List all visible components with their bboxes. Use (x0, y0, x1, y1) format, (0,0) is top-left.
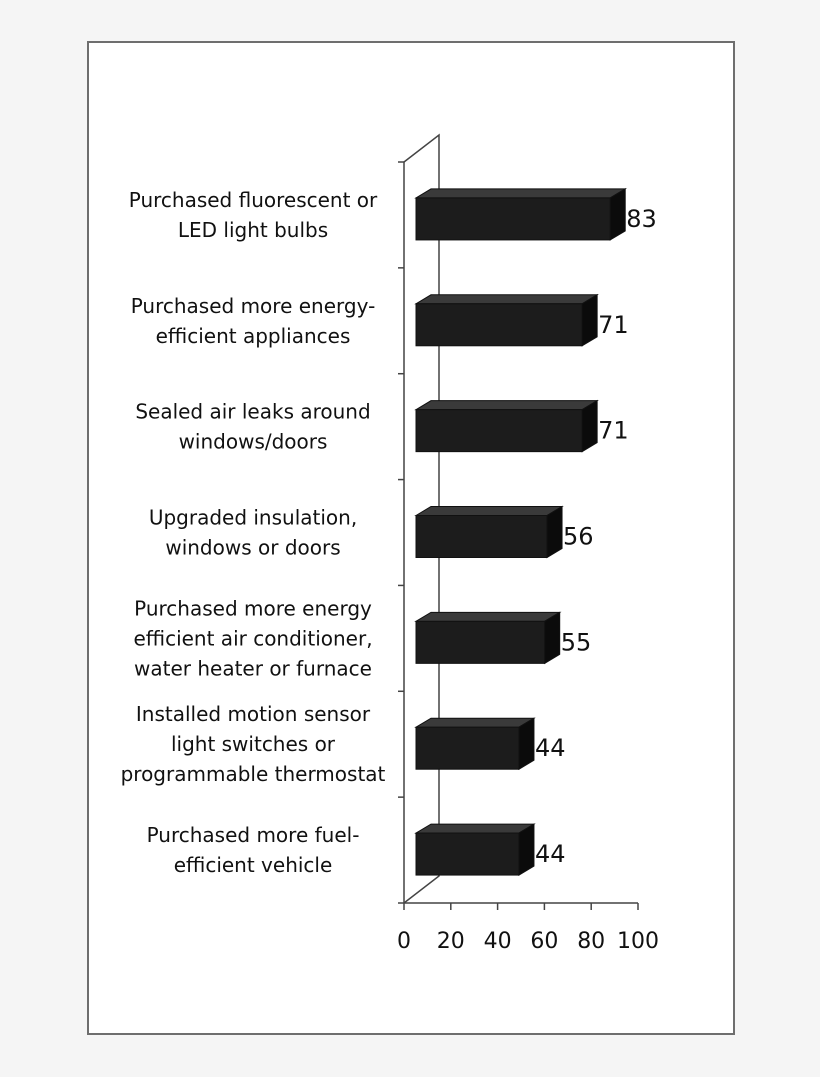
wall-outline (403, 133, 440, 904)
bars (414, 188, 628, 876)
category-label-line: windows/doors (179, 430, 328, 454)
bar-top-face (414, 611, 562, 622)
data-label: 56 (563, 523, 594, 551)
category-label-line: efficient vehicle (174, 853, 333, 877)
x-tick-label: 0 (397, 929, 411, 954)
bar-top-face (414, 823, 536, 834)
category-label-line: programmable thermostat (121, 762, 386, 786)
x-tick-label: 80 (577, 929, 605, 954)
x-tick-label: 40 (484, 929, 512, 954)
bar (415, 620, 546, 664)
bar-side-face (581, 399, 598, 453)
bar-side-face (581, 293, 598, 347)
axes (398, 133, 639, 910)
category-label-line: Installed motion sensor (136, 702, 371, 726)
x-tick-label: 60 (530, 929, 558, 954)
category-label-line: efficient air conditioner, (133, 626, 372, 650)
category-labels: Purchased fluorescent or LED light bulbsP… (121, 188, 386, 877)
category-label-line: light switches or (171, 732, 336, 756)
category-label-line: Purchased fluorescent or (129, 188, 378, 212)
bar-top-face (414, 400, 599, 411)
bar-side-face (518, 717, 535, 771)
chart-frame (87, 41, 735, 1035)
category-label-line: Purchased more energy- (131, 294, 376, 318)
category-label: Purchased more energy-efficient applianc… (131, 294, 376, 348)
bar (415, 409, 583, 453)
category-label-line: windows or doors (165, 536, 340, 560)
bar (415, 197, 611, 241)
bar-top-face (414, 294, 599, 305)
bar-top-face (414, 506, 564, 516)
category-label: Installed motion sensor light switches or… (121, 702, 386, 786)
bar-side-face (544, 611, 561, 665)
x-tick-label: 20 (437, 929, 465, 954)
data-label: 55 (561, 628, 592, 656)
bar-side-face (609, 188, 626, 241)
bar-side-face (546, 505, 563, 559)
category-label-line: water heater or furnace (134, 656, 372, 680)
category-label: Sealed air leaks around windows/doors (135, 400, 370, 454)
category-label: Purchased more fuel-efficient vehicle (147, 823, 360, 877)
category-label: Purchased more energy efficient air condi… (133, 596, 372, 680)
bar-side-face (518, 823, 535, 876)
category-label-line: Purchased more fuel- (147, 823, 360, 847)
data-label: 44 (535, 734, 566, 762)
category-label-line: Sealed air leaks around (135, 400, 370, 424)
x-tick-labels: 0 20 40 60 80 100 (397, 929, 659, 954)
data-labels: 83 71 71 56 55 44 44 (535, 205, 657, 868)
bar (415, 303, 583, 347)
data-label: 44 (535, 840, 566, 868)
category-label-line: efficient appliances (156, 324, 351, 348)
bar-top-face (414, 717, 536, 728)
category-label: Purchased fluorescent or LED light bulbs (129, 188, 378, 242)
bar-top-face (414, 188, 628, 199)
bar (415, 726, 520, 770)
x-tick-label: 100 (617, 929, 659, 954)
category-label-line: LED light bulbs (178, 218, 328, 242)
data-label: 83 (626, 205, 657, 233)
category-label-line: Purchased more energy (134, 596, 372, 620)
data-label: 71 (598, 311, 629, 339)
data-label: 71 (598, 417, 629, 445)
category-label: Upgraded insulation, windows or doors (149, 506, 357, 560)
bar (415, 832, 520, 876)
bar (415, 515, 548, 558)
category-label-line: Upgraded insulation, (149, 506, 357, 530)
